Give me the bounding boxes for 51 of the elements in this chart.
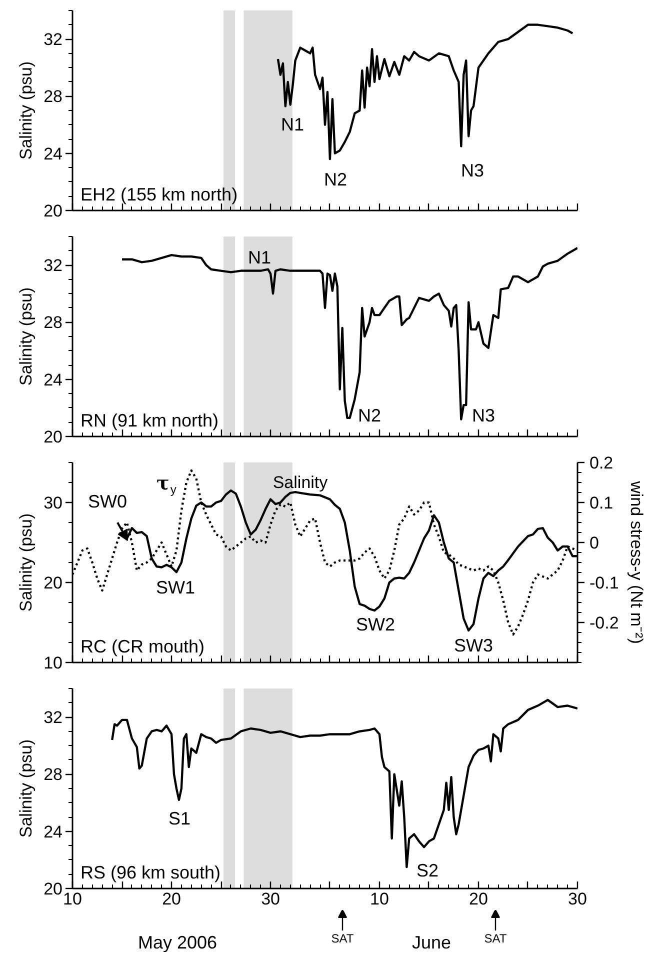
annotation: N2 <box>358 406 382 426</box>
y-tick-label: 28 <box>44 313 63 332</box>
y-tick-label: 32 <box>44 708 63 728</box>
y-axis-title: Salinity (psu) <box>16 61 36 160</box>
x-tick-label: 30 <box>261 890 280 908</box>
y-tick-label: 24 <box>44 370 63 390</box>
annotation: SW3 <box>454 636 494 656</box>
text: May 2006 <box>138 932 218 952</box>
annotation: SW1 <box>156 578 196 598</box>
y-tick-label: 20 <box>44 574 63 592</box>
x-tick-label: 20 <box>469 890 488 908</box>
annotation: RC (CR mouth) <box>80 636 205 656</box>
annotation: SW2 <box>356 614 396 634</box>
y2-tick-label: 0 <box>590 534 599 552</box>
y-tick-label: 24 <box>44 822 63 842</box>
y-tick-label: 28 <box>44 765 63 784</box>
annotation: SW0 <box>88 492 128 512</box>
y-tick-label: 20 <box>44 428 63 446</box>
annotation: RS (96 km south) <box>80 862 221 882</box>
y-tick-label: 32 <box>44 30 63 50</box>
annotation: N3 <box>460 160 484 180</box>
y-tick-label: 28 <box>44 87 63 106</box>
series-label: Salinity <box>272 472 328 492</box>
annotation: N3 <box>472 406 496 426</box>
y-axis-title: Salinity (psu) <box>16 739 36 838</box>
annotation: RN (91 km north) <box>80 410 219 430</box>
y2-tick-label: -0.1 <box>590 574 619 592</box>
y2-tick-label: 0.1 <box>590 494 614 512</box>
y-tick-label: 10 <box>44 654 63 672</box>
y2-tick-label: 0.2 <box>590 454 614 472</box>
annotation: S2 <box>416 860 439 880</box>
annotation: S1 <box>168 808 191 828</box>
x-tick-label: 10 <box>370 890 389 908</box>
text: June <box>412 932 452 952</box>
y-tick-label: 24 <box>44 144 63 164</box>
annotation: N1 <box>248 248 272 268</box>
y-axis-title: Salinity (psu) <box>16 513 36 612</box>
x-tick-label: 10 <box>63 890 82 908</box>
y2-tick-label: -0.2 <box>590 614 619 632</box>
text: SAT <box>484 932 508 946</box>
y-axis-title: Salinity (psu) <box>16 287 36 386</box>
x-tick-label: 30 <box>568 890 587 908</box>
text: SAT <box>331 932 354 946</box>
x-tick-label: 20 <box>162 890 181 908</box>
annotation: N2 <box>324 170 348 190</box>
y-tick-label: 20 <box>44 202 63 220</box>
y-tick-label: 32 <box>44 256 63 276</box>
y-tick-label: 30 <box>44 494 63 512</box>
y2-axis-title: wind stress-y (Nt m⁻²) <box>626 480 646 644</box>
annotation: EH2 (155 km north) <box>80 184 238 204</box>
annotation: N1 <box>280 114 304 134</box>
